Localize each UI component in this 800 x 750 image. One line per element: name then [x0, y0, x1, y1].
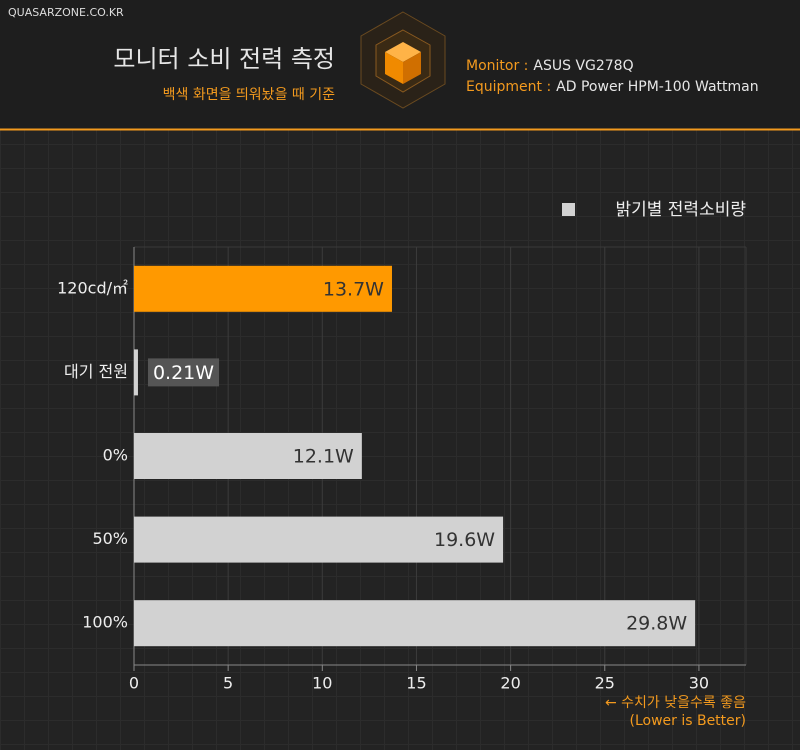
- bar: [134, 516, 504, 563]
- value-label: 12.1W: [293, 446, 354, 468]
- bar: [134, 433, 362, 479]
- y-tick-label: 대기 전원: [64, 362, 128, 381]
- spec-label: Monitor :: [466, 58, 528, 74]
- legend-label: 밝기별 전력소비량: [615, 200, 746, 220]
- bar: [134, 349, 138, 396]
- value-label: 29.8W: [626, 613, 687, 635]
- subtitle: 백색 화면을 띄워놨을 때 기준: [163, 87, 335, 103]
- spec-value: ASUS VG278Q: [533, 58, 633, 74]
- value-label-bg: [147, 358, 220, 387]
- x-tick-label: 25: [595, 674, 615, 693]
- annotation: (Lower is Better): [629, 713, 746, 729]
- annotation: ← 수치가 낮을수록 좋음: [605, 695, 746, 711]
- title: 모니터 소비 전력 측정: [113, 45, 335, 73]
- spec-label: Equipment :: [466, 79, 551, 95]
- x-tick-label: 15: [406, 674, 426, 693]
- x-tick-label: 30: [689, 674, 709, 693]
- value-label: 0.21W: [153, 362, 214, 384]
- y-tick-label: 100%: [82, 613, 128, 632]
- legend-swatch: [562, 203, 575, 216]
- y-tick-label: 50%: [92, 529, 128, 548]
- bar: [134, 600, 696, 647]
- x-tick-label: 5: [223, 674, 233, 693]
- site: QUASARZONE.CO.KR: [8, 6, 124, 19]
- y-tick-label: 0%: [103, 446, 128, 465]
- spec-value: AD Power HPM-100 Wattman: [556, 79, 758, 95]
- x-tick-label: 10: [312, 674, 332, 693]
- y-tick-label: 120cd/㎡: [57, 278, 128, 297]
- bar: [134, 265, 392, 312]
- logo: [360, 11, 446, 109]
- x-tick-label: 20: [500, 674, 520, 693]
- value-label: 19.6W: [434, 529, 495, 551]
- value-label: 13.7W: [323, 278, 384, 300]
- x-tick-label: 0: [129, 674, 139, 693]
